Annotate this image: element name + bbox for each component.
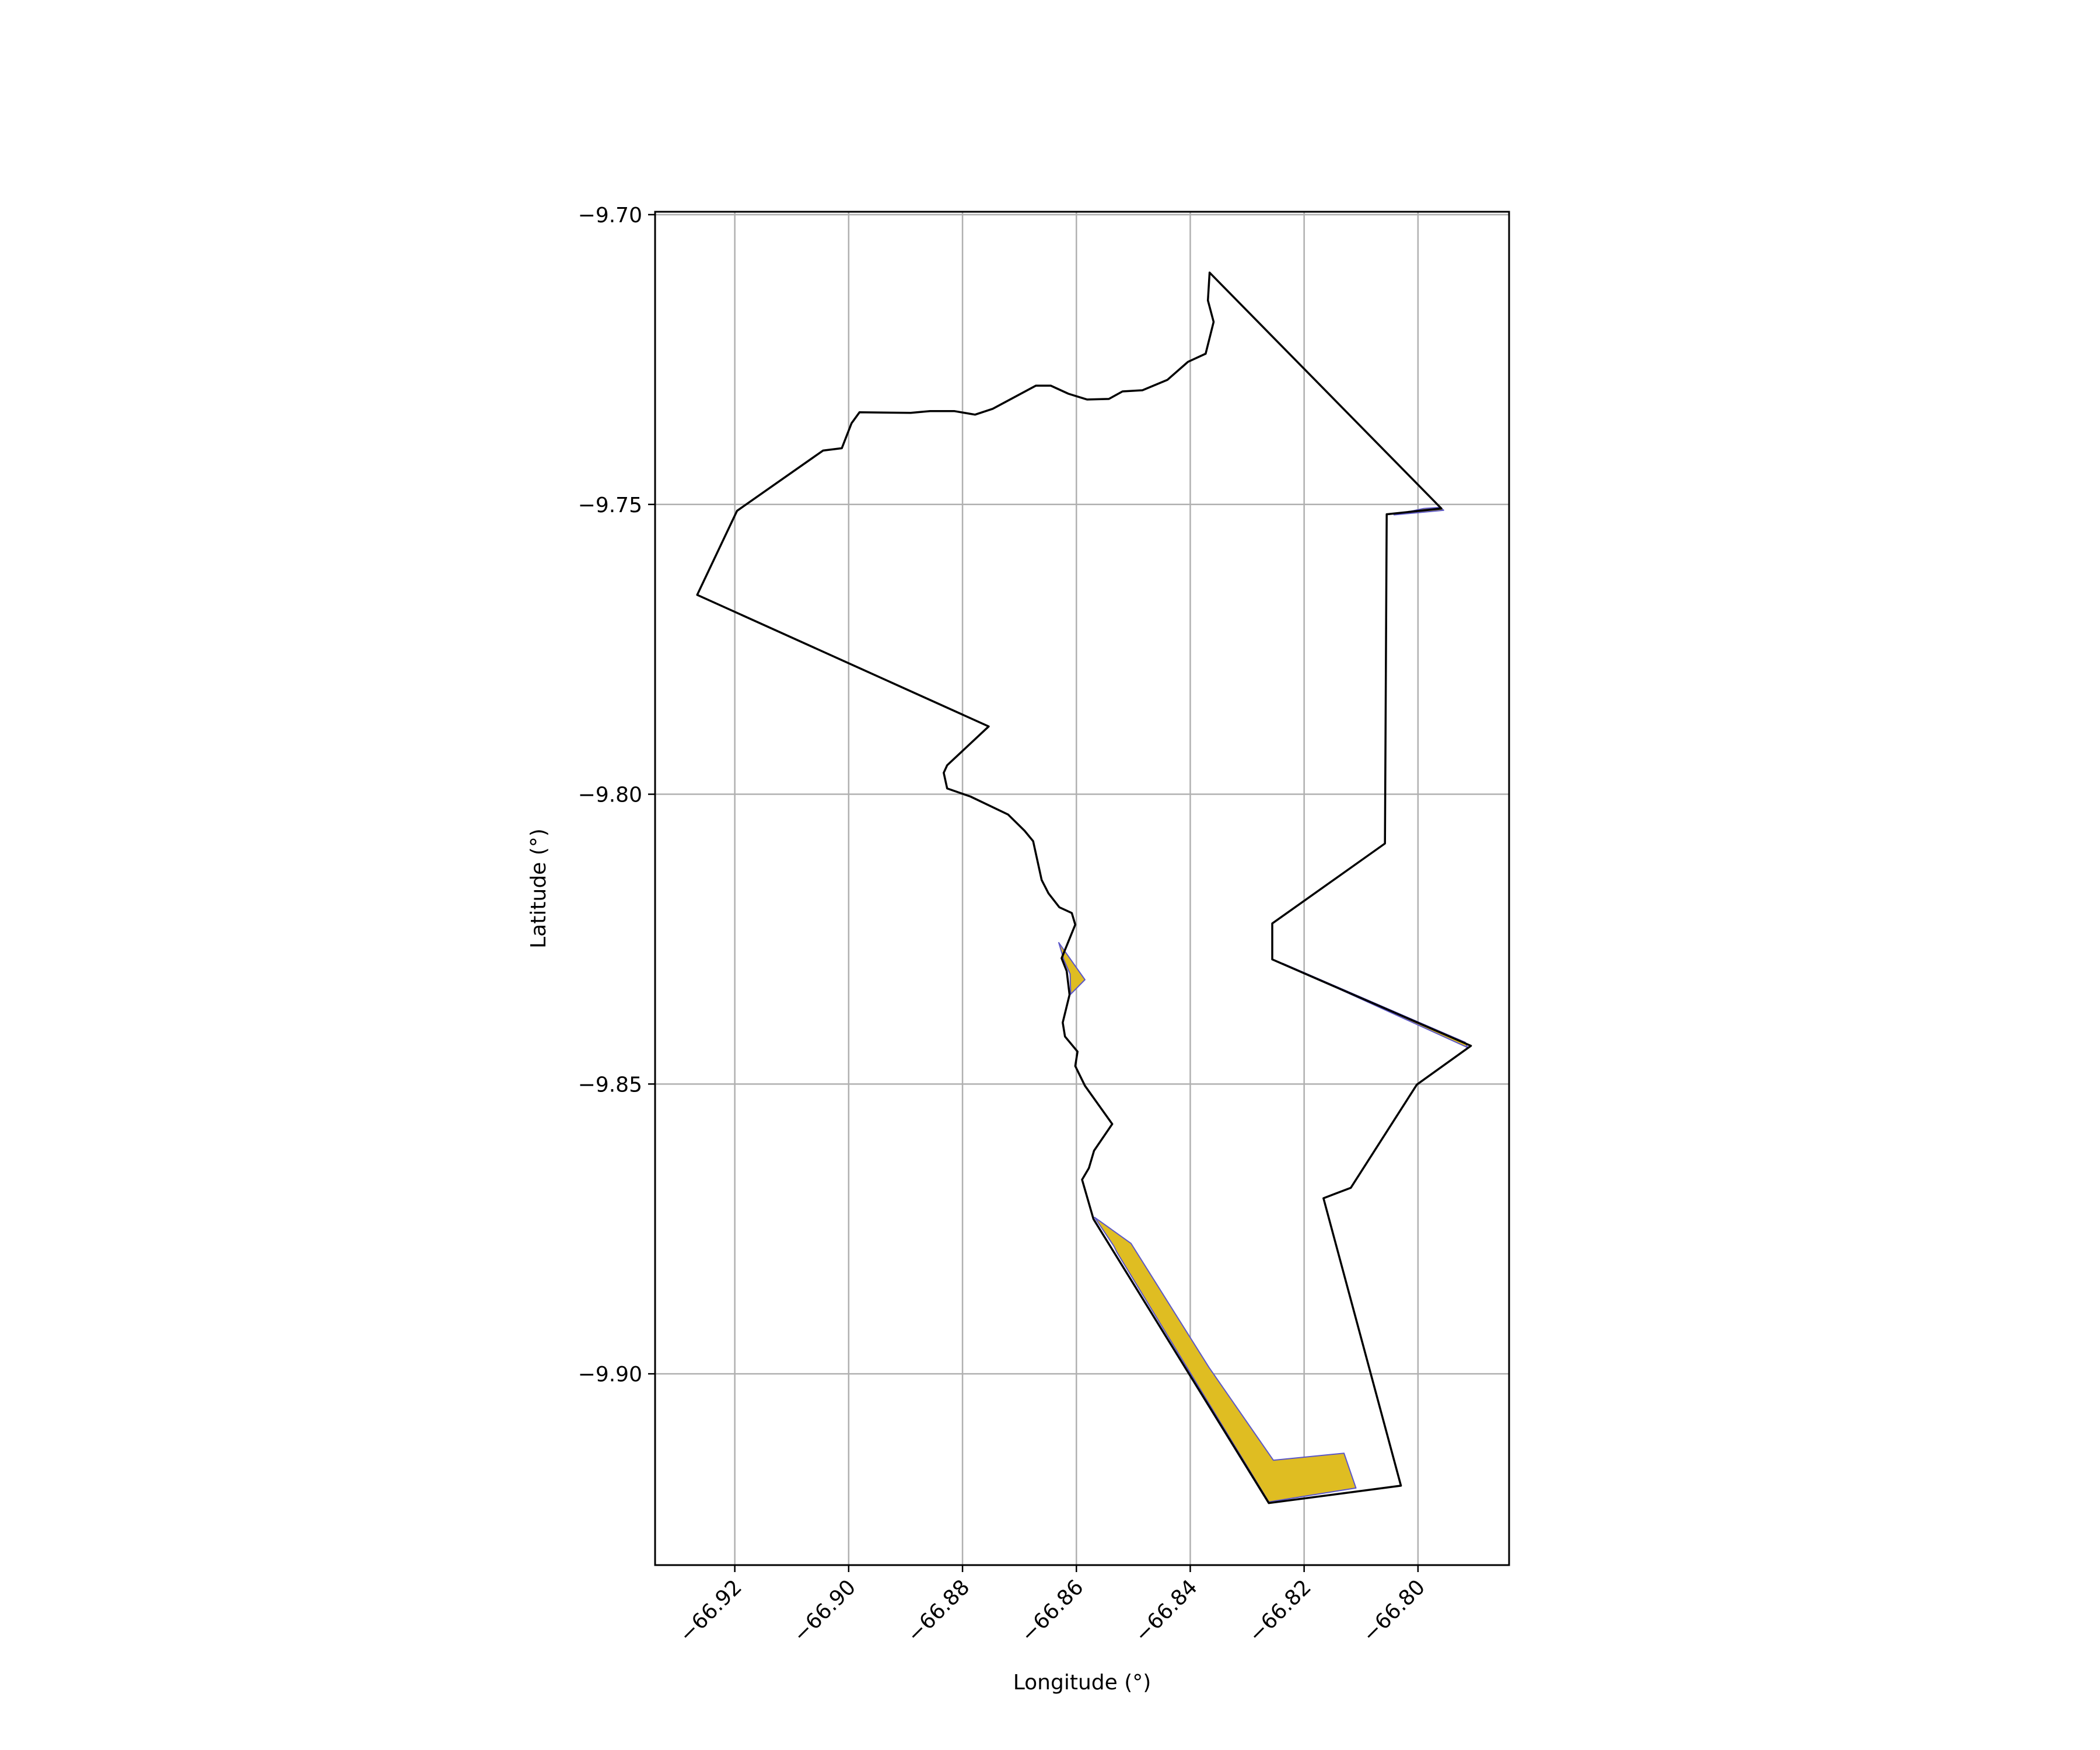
x-tick-label: −66.80	[1358, 1575, 1430, 1647]
x-tick-label: −66.92	[675, 1575, 747, 1647]
grid	[655, 212, 1509, 1565]
x-tick-label: −66.84	[1130, 1575, 1202, 1647]
axes-frame	[654, 211, 1510, 1566]
x-tick-label: −66.86	[1016, 1575, 1088, 1647]
x-tick-label: −66.90	[789, 1575, 860, 1647]
y-tick-label: −9.75	[578, 494, 642, 517]
y-tick-label: −9.80	[578, 783, 642, 807]
highlighted-regions	[1058, 506, 1468, 1503]
x-tick-label: −66.88	[902, 1575, 974, 1647]
boundary-polygon	[696, 271, 1472, 1504]
y-tick-label: −9.90	[578, 1363, 642, 1387]
x-tick-label: −66.82	[1244, 1575, 1316, 1647]
x-axis-label: Longitude (°)	[1013, 1671, 1152, 1695]
y-tick-label: −9.70	[578, 204, 642, 228]
y-axis-label: Latitude (°)	[527, 828, 551, 949]
boundary-outline	[696, 271, 1472, 1504]
highlighted-region	[1094, 1216, 1357, 1503]
y-tick-label: −9.85	[578, 1073, 642, 1097]
ticks: −66.92 −66.90 −66.88 −66.86 −66.84 −66.82 −66.…	[578, 204, 1430, 1647]
highlighted-region	[1058, 942, 1086, 995]
